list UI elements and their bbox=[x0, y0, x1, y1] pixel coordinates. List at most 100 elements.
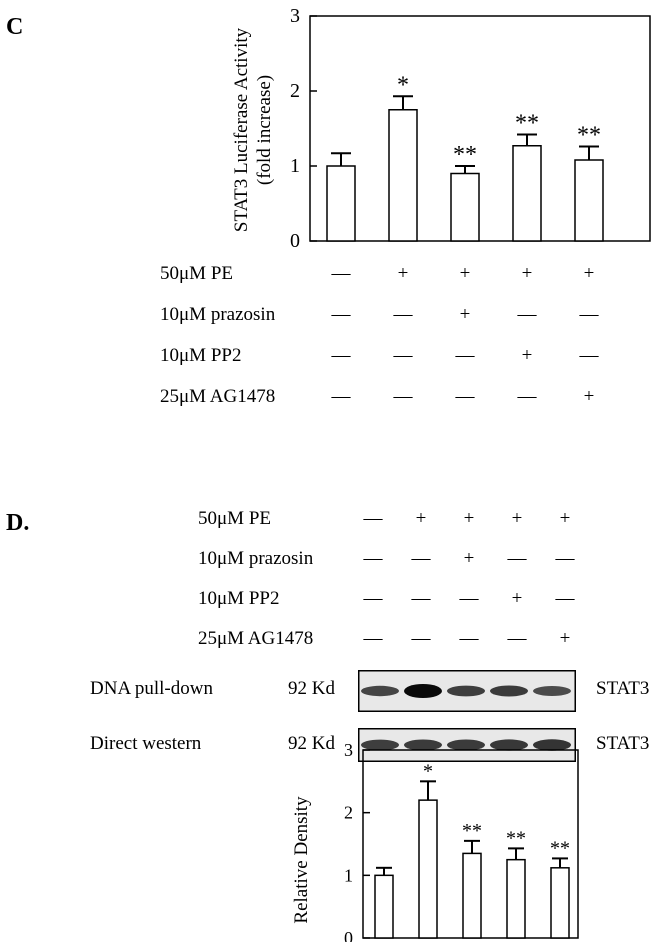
panel-c-condition-1-lane-1: — bbox=[331, 263, 351, 284]
panel-d-significance-4: ** bbox=[506, 827, 526, 849]
blot-row-1-band-4 bbox=[490, 685, 528, 697]
panel-d-condition-label-3: 10μM PP2 bbox=[198, 588, 280, 609]
panel-d-condition-4-lane-4: — bbox=[507, 628, 527, 649]
panel-c-y-tick-label-3: 3 bbox=[290, 5, 300, 27]
panel-d-condition-3-lane-2: — bbox=[411, 588, 431, 609]
panel-c-significance-2: * bbox=[397, 72, 409, 98]
panel-c-condition-3-lane-1: — bbox=[331, 345, 351, 366]
blot-row-1-band-5 bbox=[533, 686, 571, 696]
panel-d-bar-5 bbox=[550, 867, 570, 939]
panel-d-bars: *** ** ** bbox=[374, 760, 570, 939]
panel-c-y-tick-label-2: 2 bbox=[290, 80, 300, 102]
panel-c-plot-frame bbox=[309, 15, 651, 242]
panel-c-significance-4: ** bbox=[515, 111, 539, 137]
panel-c-y-ticks: 0 1 2 3 bbox=[290, 5, 317, 250]
panel-c-condition-4-lane-2: — bbox=[393, 386, 413, 407]
panel-d-condition-1-lane-4: + bbox=[511, 508, 523, 529]
panel-c-condition-2-lane-5: — bbox=[579, 304, 599, 325]
blot-row-2-band-1 bbox=[361, 739, 399, 751]
panel-c-bars: ***** ** bbox=[326, 72, 604, 242]
panel-d-condition-3-lane-3: — bbox=[459, 588, 479, 609]
blot-row-2-protein: STAT3 bbox=[596, 733, 650, 754]
panel-c-significance-3: ** bbox=[453, 142, 477, 168]
panel-d-bar-4 bbox=[506, 858, 526, 939]
panel-d-letter: D. bbox=[6, 510, 30, 536]
panel-c-condition-4-lane-4: — bbox=[517, 386, 537, 407]
panel-d-y-axis-title: Relative Density bbox=[291, 796, 312, 924]
panel-d-significance-2: * bbox=[423, 760, 433, 782]
panel-d-condition-2-lane-1: — bbox=[363, 548, 383, 569]
panel-c-letter: C bbox=[6, 14, 24, 40]
panel-c-condition-label-3: 10μM PP2 bbox=[160, 345, 242, 366]
panel-d-condition-4-lane-3: — bbox=[459, 628, 479, 649]
panel-c-bar-5 bbox=[574, 159, 604, 242]
blot-row-1-band-2 bbox=[404, 684, 442, 698]
panel-c-condition-2-lane-4: — bbox=[517, 304, 537, 325]
panel-d-condition-2-lane-4: — bbox=[507, 548, 527, 569]
blot-row-2-band-4 bbox=[490, 739, 528, 751]
panel-d-condition-2-lane-3: + bbox=[463, 548, 475, 569]
panel-d-y-tick-label-0: 0 bbox=[344, 928, 353, 942]
blot-row-1-image bbox=[358, 670, 576, 712]
panel-d-significance-5: ** bbox=[550, 837, 570, 859]
panel-d-condition-2-lane-2: — bbox=[411, 548, 431, 569]
panel-d-condition-3-lane-4: + bbox=[511, 588, 523, 609]
blot-row-2-band-2 bbox=[404, 739, 442, 751]
blot-row-1-label: DNA pull-down bbox=[90, 678, 213, 699]
panel-c-significance-5: ** bbox=[577, 123, 601, 149]
panel-c-condition-1-lane-5: + bbox=[583, 263, 595, 284]
panel-d-condition-4-lane-1: — bbox=[363, 628, 383, 649]
panel-c-bar-1 bbox=[326, 165, 356, 242]
panel-c-y-tick-label-0: 0 bbox=[290, 230, 300, 250]
panel-c-condition-4-lane-3: — bbox=[455, 386, 475, 407]
panel-d-y-tick-label-2: 2 bbox=[344, 803, 353, 823]
panel-c-condition-label-4: 25μM AG1478 bbox=[160, 386, 276, 407]
panel-c-condition-3-lane-5: — bbox=[579, 345, 599, 366]
panel-c-condition-2-lane-2: — bbox=[393, 304, 413, 325]
panel-d-condition-4-lane-2: — bbox=[411, 628, 431, 649]
panel-d-condition-1-lane-2: + bbox=[415, 508, 427, 529]
blot-row-2-band-5 bbox=[533, 739, 571, 751]
blot-row-2-label: Direct western bbox=[90, 733, 202, 754]
panel-c-y-axis-title: STAT3 Luciferase Activity (fold increase… bbox=[231, 27, 275, 232]
blot-row-2-band-3 bbox=[447, 739, 485, 751]
panel-d-condition-4-lane-5: + bbox=[559, 628, 571, 649]
panel-d-y-ticks: 0 1 2 3 bbox=[344, 740, 370, 942]
panel-c-condition-label-1: 50μM PE bbox=[160, 263, 234, 284]
panel-c-condition-1-lane-4: + bbox=[521, 263, 533, 284]
panel-d-condition-2-lane-5: — bbox=[555, 548, 575, 569]
panel-c-bar-2 bbox=[388, 109, 418, 242]
panel-c-condition-1-lane-3: + bbox=[459, 263, 471, 284]
panel-d-bar-2 bbox=[418, 799, 438, 939]
panel-c-y-tick-label-1: 1 bbox=[290, 155, 300, 177]
panel-c-condition-3-lane-2: — bbox=[393, 345, 413, 366]
panel-d-condition-3-lane-1: — bbox=[363, 588, 383, 609]
panel-d-y-tick-label-3: 3 bbox=[344, 740, 353, 760]
panel-d-significance-3: ** bbox=[462, 820, 482, 842]
blot-row-2-image bbox=[358, 728, 576, 762]
panel-c-condition-label-2: 10μM prazosin bbox=[160, 304, 276, 325]
panel-c-condition-1-lane-2: + bbox=[397, 263, 409, 284]
blot-row-1-band-1 bbox=[361, 685, 399, 697]
panel-d-condition-3-lane-5: — bbox=[555, 588, 575, 609]
panel-d-condition-1-lane-3: + bbox=[463, 508, 475, 529]
panel-d-condition-1-lane-1: — bbox=[363, 508, 383, 529]
blot-row-2-size: 92 Kd bbox=[288, 733, 335, 754]
panel-d-bar-1 bbox=[374, 874, 394, 939]
panel-c-condition-2-lane-3: + bbox=[459, 304, 471, 325]
panel-c-bar-4 bbox=[512, 145, 542, 242]
panel-c-condition-4-lane-5: + bbox=[583, 386, 595, 407]
panel-d-y-tick-label-1: 1 bbox=[344, 865, 353, 885]
panel-c-bar-chart: STAT3 Luciferase Activity (fold increase… bbox=[231, 5, 651, 250]
blot-row-1-band-3 bbox=[447, 685, 485, 697]
panel-c-condition-2-lane-1: — bbox=[331, 304, 351, 325]
panel-d-condition-label-4: 25μM AG1478 bbox=[198, 628, 314, 649]
panel-c-condition-3-lane-3: — bbox=[455, 345, 475, 366]
blot-row-1-size: 92 Kd bbox=[288, 678, 335, 699]
panel-c-condition-3-lane-4: + bbox=[521, 345, 533, 366]
panel-c-y-axis-title-line1: STAT3 Luciferase Activity bbox=[231, 27, 252, 232]
blot-row-1-protein: STAT3 bbox=[596, 678, 650, 699]
panel-c-condition-4-lane-1: — bbox=[331, 386, 351, 407]
panel-c-bar-3 bbox=[450, 172, 480, 242]
